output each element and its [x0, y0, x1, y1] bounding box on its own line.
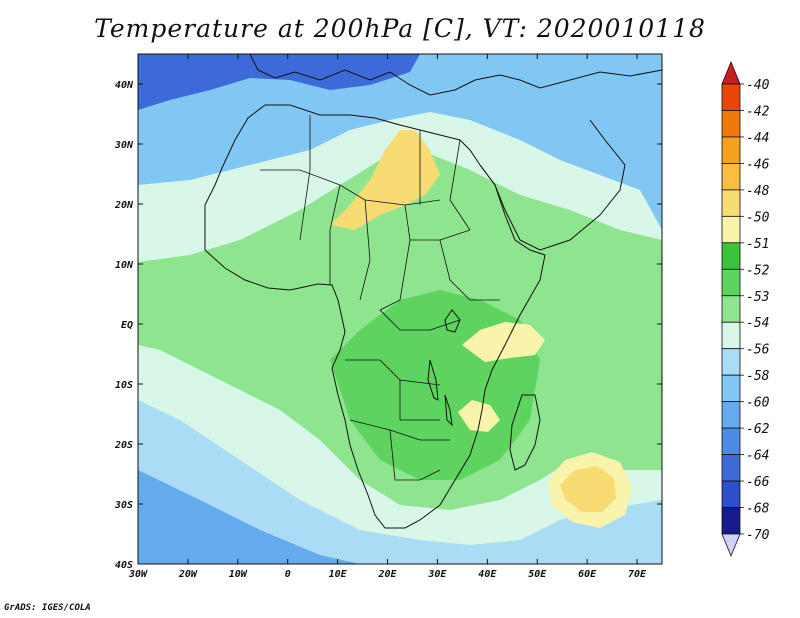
lon-label: 40E	[478, 569, 497, 580]
colorbar-swatch	[721, 242, 741, 270]
lon-label: 60E	[578, 569, 597, 580]
lon-label: 10W	[229, 569, 248, 580]
colorbar-top-triangle	[721, 60, 741, 85]
colorbar-level-label: -56	[746, 343, 770, 358]
colorbar-swatch	[721, 348, 741, 376]
map-ticks	[137, 54, 662, 565]
lat-label: 20S	[114, 440, 133, 451]
lon-label: 20E	[377, 569, 397, 580]
colorbar-level-label: -60	[746, 396, 770, 411]
colorbar-level-label: -53	[746, 290, 769, 305]
country-borders	[260, 115, 500, 481]
colorbar-swatch	[721, 136, 741, 164]
colorbar-bottom-triangle	[721, 533, 741, 558]
map-frame	[137, 53, 663, 565]
lat-label: 30N	[114, 140, 134, 151]
colorbar-level-label: -48	[746, 184, 770, 199]
lon-label: 10E	[329, 569, 348, 580]
colorbar-swatch	[721, 268, 741, 297]
lat-label: 40N	[115, 80, 134, 91]
europe-coastline	[249, 54, 662, 96]
lon-label: 30W	[128, 569, 148, 580]
lat-label: 40S	[115, 560, 133, 571]
colorbar-swatches	[721, 60, 741, 558]
colorbar-level-label: -40	[746, 78, 770, 93]
lat-label: 20N	[114, 200, 134, 211]
lakes	[427, 309, 461, 427]
colorbar-level-label: -68	[746, 502, 770, 517]
colorbar-level-label: -58	[746, 369, 770, 384]
colorbar-swatch	[721, 163, 741, 191]
madagascar-coastline	[509, 394, 541, 471]
lat-label: 10S	[115, 380, 133, 391]
colorbar-swatch	[721, 374, 741, 403]
field-warm-sahara	[330, 130, 440, 230]
colorbar-level-label: -66	[746, 475, 770, 490]
colorbar-swatch	[721, 321, 741, 350]
lat-label: 30S	[114, 500, 133, 511]
lon-label: 70E	[628, 569, 647, 580]
colorbar-level-label: -42	[746, 104, 770, 119]
colorbar: -40 -42 -44 -46 -48 -50 -51 -52 -53 -54 -56 -58 -60 -…	[721, 60, 770, 558]
colorbar-level-label: -46	[746, 157, 770, 172]
colorbar-level-label: -44	[746, 131, 769, 146]
colorbar-swatch	[721, 295, 741, 323]
colorbar-swatch	[721, 189, 741, 217]
lat-label: EQ	[121, 320, 133, 331]
colorbar-level-label: -70	[746, 528, 770, 543]
colorbar-swatch	[721, 480, 741, 508]
temperature-field	[138, 54, 662, 564]
colorbar-level-label: -62	[746, 422, 770, 437]
map-title: Temperature at 200hPa [C], VT: 202001011…	[94, 14, 706, 43]
lon-label: 20W	[178, 569, 198, 580]
colorbar-labels: -40 -42 -44 -46 -48 -50 -51 -52 -53 -54 -56 -58 -60 -…	[740, 78, 770, 543]
longitude-labels: 30W 20W 10W 0 10E 20E 30E 40E 50E 60E 70E	[128, 569, 647, 580]
lat-label: 10N	[115, 260, 134, 271]
colorbar-swatch	[721, 401, 741, 429]
lon-label: 0	[285, 569, 291, 580]
colorbar-level-label: -54	[746, 316, 769, 331]
coastlines-and-borders	[204, 54, 662, 529]
arabia-coastline	[479, 119, 626, 251]
lon-label: 30E	[427, 569, 447, 580]
field-cyclone-core	[560, 466, 616, 512]
latitude-labels: 40N 30N 20N 10N EQ 10S 20S 30S 40S	[114, 80, 134, 571]
field-warm-east-africa	[462, 322, 545, 362]
field-warm-mozambique	[458, 400, 500, 432]
colorbar-swatch	[721, 215, 741, 244]
colorbar-level-label: -52	[746, 263, 770, 278]
field-very-cold-north	[138, 54, 420, 110]
field-very-cold-south	[138, 470, 360, 564]
colorbar-swatch	[721, 454, 741, 482]
field-cold-north	[138, 54, 662, 230]
colorbar-level-label: -50	[746, 210, 770, 225]
lon-label: 50E	[528, 569, 547, 580]
field-cold-south	[138, 400, 662, 564]
grads-credit: GrADS: IGES/COLA	[4, 603, 91, 613]
colorbar-swatch	[721, 507, 741, 535]
colorbar-level-label: -51	[746, 237, 769, 252]
colorbar-swatch	[721, 427, 741, 455]
colorbar-swatch	[721, 110, 741, 138]
colorbar-swatch	[721, 83, 741, 111]
colorbar-level-label: -64	[746, 449, 769, 464]
africa-coastline	[204, 104, 546, 529]
